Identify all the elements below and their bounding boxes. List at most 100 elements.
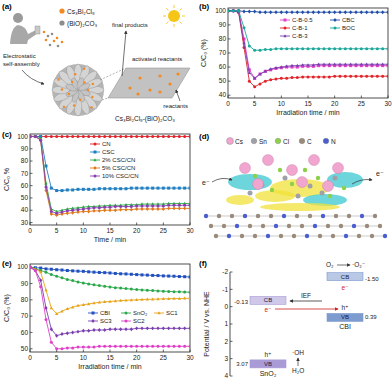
x-axis-title: Irradiation time / min: [276, 109, 340, 116]
data-point: [50, 306, 53, 309]
legend-marker: [93, 158, 96, 161]
atom: [308, 184, 313, 189]
legend-marker: [94, 175, 97, 178]
data-point: [178, 206, 181, 210]
data-point: [34, 135, 37, 138]
atom: [209, 224, 213, 228]
data-point: [55, 135, 58, 138]
data-point: [381, 10, 384, 14]
atom: [321, 214, 325, 218]
data-point: [365, 62, 368, 65]
data-point: [259, 82, 262, 85]
data-point: [119, 205, 122, 208]
atom: [263, 155, 274, 166]
data-point: [39, 285, 42, 288]
data-point: [124, 299, 127, 302]
data-point: [228, 9, 230, 12]
data-point: [45, 318, 48, 321]
data-point: [173, 135, 176, 138]
data-point: [275, 78, 278, 81]
legend-line: [330, 28, 340, 29]
charge-density: [228, 174, 272, 190]
y-tick: [30, 316, 33, 317]
data-point: [66, 307, 69, 310]
x-tick-label: 15: [304, 100, 312, 107]
x-tick: [361, 96, 362, 99]
data-point: [365, 10, 368, 14]
atom: [344, 234, 348, 238]
data-point: [30, 135, 32, 138]
data-point: [349, 75, 352, 78]
data-point: [237, 9, 240, 13]
data-point: [135, 273, 138, 276]
atom: [342, 186, 346, 190]
band-label: CB: [341, 274, 349, 280]
data-point: [77, 280, 80, 283]
x-tick: [281, 96, 282, 99]
data-point: [167, 290, 170, 293]
y-tick: [228, 53, 231, 54]
data-point: [87, 188, 90, 191]
legend-label: CBC: [342, 17, 355, 23]
assembly-label: Electrostatic: [3, 53, 36, 59]
y-tick-label: 70: [21, 170, 29, 177]
x-tick-label: 30: [186, 227, 194, 234]
data-point: [30, 135, 32, 138]
legend-label: N: [331, 138, 336, 145]
assembly-label: self-assembly: [3, 61, 40, 67]
panel-a: Cs₃Bi₂Cl₉(BiO)₂CO₃Electrostaticself-asse…: [3, 5, 190, 123]
vb-band: [327, 313, 363, 321]
data-point: [77, 346, 80, 349]
data-point: [151, 289, 154, 292]
data-point: [355, 47, 358, 50]
particle: [45, 39, 48, 42]
data-point: [103, 187, 106, 190]
sun-ray: [180, 8, 182, 10]
data-point: [141, 187, 144, 190]
data-point: [371, 47, 374, 50]
series-line: [228, 11, 388, 87]
particle: [168, 82, 171, 85]
legend-atom: [299, 138, 305, 144]
sun-ray: [166, 22, 168, 24]
charge-density: [260, 203, 340, 211]
data-point: [71, 330, 74, 334]
data-point: [66, 269, 69, 272]
data-point: [376, 10, 379, 14]
data-point: [172, 297, 175, 300]
reaction-arrow: [298, 358, 299, 366]
data-point: [280, 10, 283, 14]
data-point: [189, 187, 191, 190]
data-point: [124, 327, 127, 331]
annotation: H₂O: [292, 367, 304, 374]
particle: [83, 81, 85, 83]
data-point: [34, 135, 37, 138]
x-tick-label: 20: [331, 100, 339, 107]
data-point: [307, 75, 310, 78]
data-point: [376, 47, 379, 50]
data-point: [178, 290, 181, 293]
data-point: [339, 47, 342, 50]
data-point: [188, 206, 190, 210]
annotation: ·OH: [292, 349, 304, 356]
x-tick: [308, 96, 309, 99]
data-point: [269, 48, 272, 51]
electron-label: e⁻: [376, 170, 384, 177]
data-point: [146, 135, 149, 138]
reaction-arrow: [337, 265, 350, 266]
atom: [373, 214, 377, 218]
data-point: [87, 210, 90, 214]
data-point: [146, 274, 149, 277]
legend-label: SC1: [166, 310, 178, 316]
data-point: [157, 345, 160, 348]
x-tick: [136, 350, 137, 353]
data-point: [228, 9, 230, 12]
data-point: [323, 75, 326, 78]
particle: [51, 33, 54, 36]
data-point: [119, 345, 122, 348]
data-point: [114, 272, 117, 275]
data-point: [125, 135, 128, 138]
data-point: [50, 210, 53, 213]
particle: [158, 90, 161, 93]
data-point: [66, 278, 69, 281]
